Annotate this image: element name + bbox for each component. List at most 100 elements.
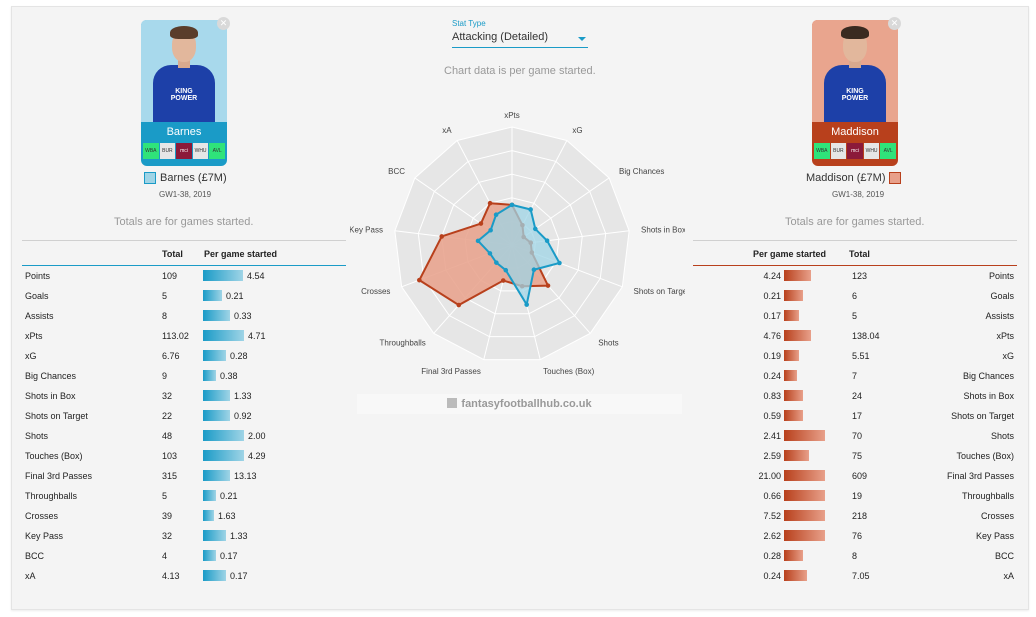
- left-row-total: 32: [162, 391, 173, 401]
- right-row-per: 2.41: [763, 431, 781, 441]
- left-value-bar: [203, 270, 243, 281]
- left-value-bar: [203, 510, 214, 521]
- radar-axis-label: Shots on Target: [634, 287, 685, 296]
- stat-type-value: Attacking (Detailed): [452, 31, 548, 43]
- left-row-per: 1.33: [234, 391, 252, 401]
- right-row-per: 0.24: [763, 571, 781, 581]
- left-value-bar: [203, 330, 244, 341]
- brand-watermark: fantasyfootballhub.co.uk: [357, 394, 682, 414]
- right-table-header: Per game started Total: [693, 240, 1017, 266]
- right-row-per: 0.24: [763, 371, 781, 381]
- left-table-row: Shots on Target 22 0.92: [22, 406, 346, 426]
- right-value-bar: [784, 530, 825, 541]
- radar-point-maddison: [439, 234, 445, 239]
- left-value-bar: [203, 570, 226, 581]
- left-fixture-3: WHU: [192, 143, 209, 159]
- right-row-per: 21.00: [758, 471, 781, 481]
- right-row-per: 0.19: [763, 351, 781, 361]
- right-fixture-0: WBA: [814, 143, 830, 159]
- left-table-row: Final 3rd Passes 315 13.13: [22, 466, 346, 486]
- right-table-row: Shots in Box 24 0.83: [693, 386, 1017, 406]
- right-row-total: 17: [852, 411, 863, 421]
- right-close-icon[interactable]: ✕: [888, 17, 901, 30]
- left-row-total: 109: [162, 271, 178, 281]
- radar-point-barnes: [493, 212, 499, 217]
- right-player-card[interactable]: KING POWER Maddison WBA BUR mci WHU AVL ✕: [812, 17, 901, 166]
- right-value-bar: [784, 410, 803, 421]
- radar-point-barnes: [509, 202, 515, 208]
- left-value-bar: [203, 430, 244, 441]
- left-col-total: Total: [162, 249, 183, 259]
- left-table-row: xPts 113.02 4.71: [22, 326, 346, 346]
- radar-point-maddison: [487, 200, 493, 206]
- right-row-per: 2.59: [763, 451, 781, 461]
- left-value-bar: [203, 490, 216, 501]
- right-row-per: 0.17: [763, 311, 781, 321]
- left-row-total: 48: [162, 431, 173, 441]
- left-row-per: 1.63: [218, 511, 236, 521]
- right-row-label: Crosses: [980, 511, 1014, 521]
- right-row-total: 6: [852, 291, 858, 301]
- right-row-total: 76: [852, 531, 863, 541]
- left-row-per: 2.00: [248, 431, 266, 441]
- radar-axis-label: Touches (Box): [543, 367, 594, 376]
- right-row-per: 7.52: [763, 511, 781, 521]
- left-close-icon[interactable]: ✕: [217, 17, 230, 30]
- left-row-total: 6.76: [162, 351, 180, 361]
- right-fixture-3: WHU: [863, 143, 880, 159]
- right-row-total: 19: [852, 491, 863, 501]
- right-row-label: Shots in Box: [963, 391, 1014, 401]
- right-row-per: 0.59: [763, 411, 781, 421]
- right-value-bar: [784, 510, 825, 521]
- right-value-bar: [784, 350, 799, 361]
- radar-point-barnes: [528, 207, 533, 212]
- left-fixture-strip: WBA BUR mci WHU AVL: [143, 143, 225, 159]
- right-row-per: 0.21: [763, 291, 781, 301]
- radar-axis-label: Shots in Box: [641, 225, 685, 234]
- left-value-bar: [203, 350, 226, 361]
- left-row-total: 5: [162, 291, 168, 301]
- radar-point-barnes: [531, 267, 537, 273]
- right-row-total: 75: [852, 451, 863, 461]
- radar-point-maddison: [545, 283, 551, 288]
- right-row-label: xG: [1002, 351, 1014, 361]
- right-table-row: Shots on Target 17 0.59: [693, 406, 1017, 426]
- right-row-total: 70: [852, 431, 863, 441]
- radar-point-barnes: [557, 260, 562, 266]
- radar-axis-label: Key Pass: [350, 225, 383, 234]
- left-player-label: Barnes (£7M): [144, 172, 227, 184]
- right-table-row: Big Chances 7 0.24: [693, 366, 1017, 386]
- left-row-label: xG: [25, 351, 37, 361]
- right-row-per: 0.83: [763, 391, 781, 401]
- right-value-bar: [784, 370, 797, 381]
- right-table-row: Crosses 218 7.52: [693, 506, 1017, 526]
- right-row-per: 4.24: [763, 271, 781, 281]
- right-row-label: Big Chances: [962, 371, 1014, 381]
- right-row-label: Throughballs: [961, 491, 1014, 501]
- left-row-label: Crosses: [25, 511, 59, 521]
- left-player-card[interactable]: KING POWER Barnes WBA BUR mci WHU AVL ✕: [141, 17, 230, 166]
- right-player-name: Maddison: [812, 122, 898, 142]
- right-kit-sponsor: KING POWER: [841, 88, 869, 102]
- left-row-total: 113.02: [162, 331, 189, 341]
- left-table-row: xG 6.76 0.28: [22, 346, 346, 366]
- left-value-bar: [203, 470, 230, 481]
- left-value-bar: [203, 390, 230, 401]
- stat-type-select[interactable]: Attacking (Detailed): [452, 31, 588, 48]
- right-row-label: Points: [988, 271, 1014, 281]
- right-value-bar: [784, 290, 803, 301]
- right-fixture-strip: WBA BUR mci WHU AVL: [814, 143, 896, 159]
- radar-point-barnes: [494, 260, 499, 265]
- right-row-label: Shots: [990, 431, 1014, 441]
- right-row-label: BCC: [994, 551, 1014, 561]
- right-table-row: Assists 5 0.17: [693, 306, 1017, 326]
- brand-logo-icon: [447, 398, 458, 408]
- left-row-per: 1.33: [230, 531, 248, 541]
- left-value-bar: [203, 310, 230, 321]
- right-row-total: 218: [852, 511, 868, 521]
- left-row-label: Touches (Box): [25, 451, 83, 461]
- radar-point-barnes: [475, 238, 481, 244]
- right-player-photo: KING POWER: [812, 20, 898, 122]
- radar-axis-label: Final 3rd Passes: [421, 367, 481, 376]
- right-value-bar: [784, 470, 825, 481]
